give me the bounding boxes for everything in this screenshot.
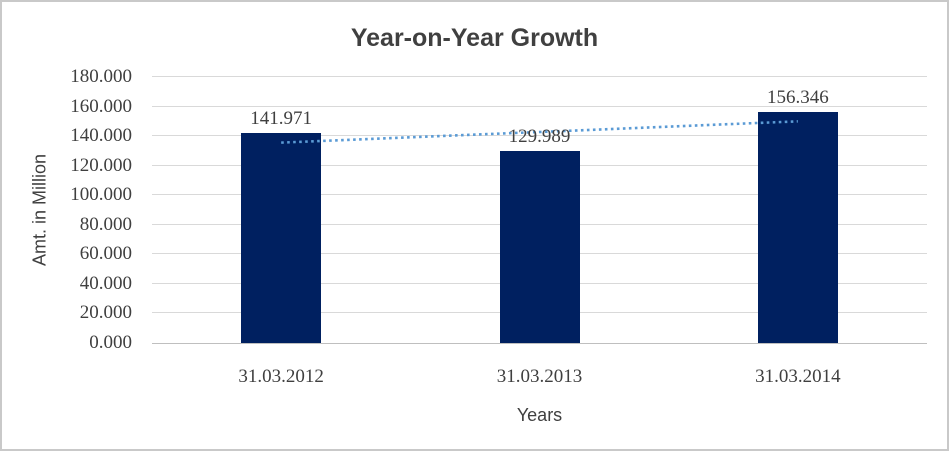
y-tick-label: 120.000 [70, 154, 132, 176]
y-tick-label: 100.000 [70, 184, 132, 206]
gridline [152, 76, 927, 77]
bar [241, 133, 322, 343]
y-tick-label: 80.000 [79, 213, 132, 235]
plot-area: 141.971 129.989 156.346 [152, 76, 927, 344]
bar-value-label: 156.346 [766, 86, 829, 108]
y-tick-label: 20.000 [79, 302, 132, 324]
x-tick-label: 31.03.2013 [496, 366, 583, 387]
bar-value-label: 141.971 [250, 108, 313, 130]
bar [499, 150, 580, 343]
x-tick-label: 31.03.2014 [755, 366, 841, 387]
y-tick-label: 40.000 [79, 272, 132, 294]
y-axis-ticks: 0.000 20.000 40.000 60.000 80.000 100.000 120.… [40, 66, 132, 353]
y-tick-label: 160.000 [70, 95, 132, 117]
y-tick-label: 60.000 [79, 243, 132, 265]
x-axis-line [152, 343, 927, 344]
x-axis-ticks: 31.03.2012 31.03.2013 31.03.2014 [152, 366, 927, 390]
bar-value-label: 129.989 [508, 125, 571, 147]
bar [757, 111, 838, 343]
y-tick-label: 180.000 [70, 66, 132, 87]
chart-title: Year-on-Year Growth [350, 24, 599, 52]
gridline [152, 105, 927, 107]
x-tick-label: 31.03.2012 [238, 366, 324, 387]
x-axis-title: Years [516, 405, 563, 425]
y-tick-label: 140.000 [70, 125, 132, 147]
y-tick-label: 0.000 [89, 332, 132, 353]
